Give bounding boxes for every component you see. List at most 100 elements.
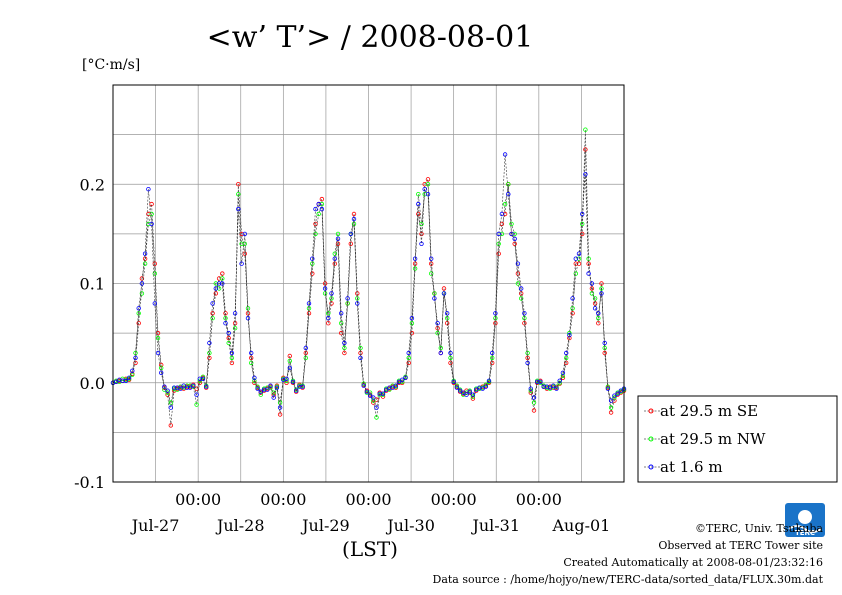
series-point — [580, 211, 585, 217]
series-point — [255, 386, 260, 391]
series-point — [441, 286, 447, 291]
series-point — [576, 251, 582, 256]
series-point — [342, 350, 347, 356]
series-point — [409, 321, 415, 326]
series-point — [409, 330, 415, 336]
series-point — [187, 385, 193, 390]
series-point — [506, 191, 511, 197]
series-point — [483, 384, 488, 389]
series-point — [171, 385, 177, 390]
series-point — [287, 353, 292, 359]
series-point — [236, 206, 241, 212]
series-point — [200, 376, 206, 381]
series-point — [181, 383, 186, 388]
series-point — [216, 276, 222, 281]
series-point — [152, 261, 157, 266]
series-point — [149, 221, 154, 227]
series-point — [371, 398, 376, 403]
series-point — [416, 211, 421, 217]
x-tick-date-label: Aug-01 — [551, 516, 610, 535]
series-point — [297, 384, 302, 389]
legend-box — [637, 395, 838, 483]
series-point — [239, 241, 244, 246]
series-point — [512, 236, 517, 241]
series-point — [457, 388, 463, 393]
series-point — [602, 340, 607, 346]
series-point — [207, 350, 212, 356]
series-point — [152, 301, 157, 306]
series-point — [445, 311, 450, 316]
series-point — [596, 311, 601, 316]
series-point — [126, 375, 132, 380]
y-tick-label: -0.1 — [74, 473, 105, 492]
series-point — [496, 231, 501, 237]
series-point — [220, 271, 225, 276]
series-point — [528, 386, 533, 391]
footer-created: Created Automatically at 2008-08-01/23:3… — [563, 556, 823, 569]
series-point — [396, 379, 402, 384]
series-point — [229, 355, 235, 361]
series-point — [573, 256, 578, 261]
series-point — [294, 388, 299, 393]
series-point — [612, 395, 617, 400]
series-point — [284, 376, 289, 381]
series-point — [229, 360, 235, 366]
series-point — [203, 384, 209, 389]
series-point — [406, 350, 411, 356]
series-point — [162, 384, 167, 389]
series-point — [605, 386, 611, 391]
series-point — [400, 377, 405, 382]
series-point — [316, 201, 321, 207]
series-point — [236, 181, 241, 187]
series-point — [361, 383, 366, 388]
series-point — [499, 221, 505, 227]
series-point — [277, 405, 283, 410]
series-point — [136, 321, 141, 326]
series-point — [242, 231, 247, 237]
series-point — [589, 291, 595, 296]
series-point — [152, 271, 157, 276]
series-point — [490, 355, 495, 361]
series-point — [419, 231, 424, 237]
terc-logo-text: TERC — [795, 529, 815, 537]
series-point — [531, 408, 537, 413]
series-point — [139, 281, 145, 286]
y-tick-label: 0.0 — [80, 374, 105, 393]
series-point — [223, 311, 228, 316]
series-point — [374, 415, 379, 420]
series-point — [432, 296, 437, 301]
series-point — [451, 379, 456, 384]
series-point — [146, 186, 151, 192]
series-point — [403, 375, 408, 380]
series-point — [345, 296, 350, 301]
series-point — [168, 400, 173, 405]
series-point — [364, 389, 370, 394]
legend-label: at 29.5 m NW — [660, 430, 766, 448]
series-point — [155, 335, 161, 341]
series-point — [319, 206, 325, 212]
series-point — [429, 256, 434, 261]
series-point — [155, 330, 161, 336]
terc-logo-wave-icon — [788, 525, 822, 533]
series-point — [220, 276, 225, 281]
plot-frame — [112, 84, 625, 483]
series-point — [390, 385, 395, 390]
series-point — [586, 256, 591, 261]
series-point — [412, 256, 418, 261]
series-point — [310, 271, 315, 276]
series-point — [232, 326, 238, 331]
series-point — [178, 386, 183, 391]
series-point — [130, 368, 135, 373]
series-point — [220, 281, 225, 286]
series-point — [515, 271, 521, 276]
series-point — [210, 301, 215, 306]
series-point — [612, 393, 617, 398]
series-point — [149, 201, 154, 207]
series-point — [371, 400, 376, 405]
series-point — [531, 395, 537, 400]
series-point — [519, 291, 524, 296]
y-axis-unit-label: [°C·m/s] — [82, 57, 140, 73]
series-point — [596, 321, 601, 326]
series-point — [547, 385, 553, 390]
series-point — [419, 241, 424, 246]
